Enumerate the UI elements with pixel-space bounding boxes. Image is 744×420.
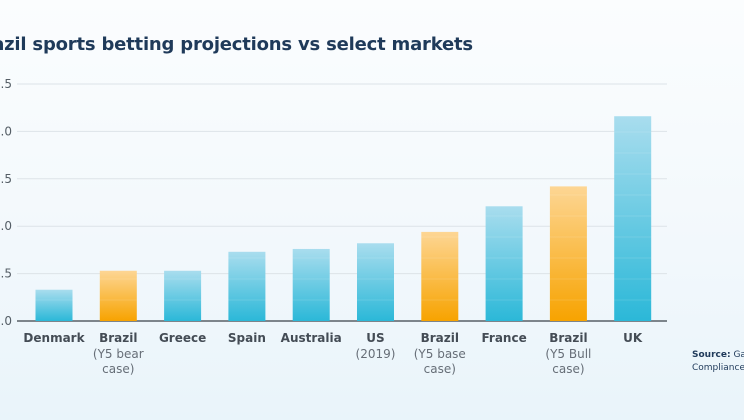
bar-band [421,257,459,259]
bar-band [292,257,330,259]
source-text-line2: Compliance [692,363,744,373]
source-text: Ga [733,350,744,360]
bar-band [614,215,652,217]
bar-band [421,278,459,280]
x-tick-sublabel: (Y5 Bull [545,347,591,361]
y-tick-label: 1.5 [0,172,12,186]
y-tick-label: 2.5 [0,77,12,91]
bar [164,270,202,321]
bar-band [549,236,587,238]
x-tick-label: Australia [281,331,342,345]
bar-band [164,299,202,301]
bar [357,243,394,321]
bar-band [549,299,587,301]
y-tick-label: 0.0 [0,314,12,328]
x-tick-label: Denmark [23,331,85,345]
bar-band [164,278,202,280]
bar-band [614,236,652,238]
bar-band [485,299,523,301]
bar-band [292,299,330,301]
bar-band [421,236,459,238]
bar-band [614,278,652,280]
x-tick-sublabel: (2019) [356,347,396,361]
bar-band [485,236,523,238]
x-tick-label: Brazil [549,331,587,345]
bar-band [549,215,587,217]
x-tick-sublabel: case) [552,362,584,376]
y-tick-label: 1.0 [0,219,12,233]
x-tick-label: Brazil [421,331,459,345]
bar [614,116,652,322]
bar-band [357,299,394,301]
bar-band [614,173,652,175]
x-tick-label: Spain [228,331,266,345]
bar [99,270,137,321]
x-tick-label: UK [623,331,643,345]
x-tick-label: Brazil [99,331,137,345]
bar-band [549,257,587,259]
x-tick-sublabel: case) [102,362,134,376]
x-tick-sublabel: (Y5 bear [93,347,144,361]
x-tick-sublabel: case) [424,362,456,376]
bar-band [614,131,652,133]
bar-band [614,194,652,196]
bar-band [485,215,523,217]
bar-band [485,257,523,259]
chart-title: Brazil sports betting projections vs sel… [0,34,473,55]
bar [35,289,73,321]
x-tick-label: US [366,331,384,345]
bar [228,251,266,321]
x-tick-label: Greece [159,331,206,345]
bar-band [99,299,137,301]
bar-band [228,278,266,280]
x-tick-label: France [481,331,526,345]
bar-band [357,278,394,280]
bar-band [614,257,652,259]
source-note: Source: Ga Compliance [692,349,744,375]
bar [549,186,587,321]
bar [485,206,523,321]
bar-band [228,257,266,259]
bar-band [421,299,459,301]
bar [292,248,330,321]
bar-band [614,152,652,154]
bar-band [614,299,652,301]
y-tick-label: 0.5 [0,267,12,281]
bar-band [292,278,330,280]
bar-band [35,299,73,301]
bar-band [549,278,587,280]
bar-band [99,278,137,280]
y-tick-label: 2.0 [0,124,12,138]
source-label: Source: [692,350,731,360]
x-tick-sublabel: (Y5 base [414,347,466,361]
bar-band [549,194,587,196]
bar-band [357,257,394,259]
bar [421,231,459,321]
bar-band [485,278,523,280]
bar-band [228,299,266,301]
